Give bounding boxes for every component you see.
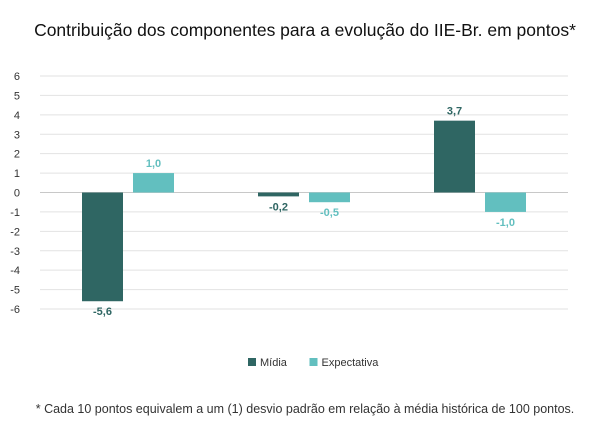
y-tick-label: 4 bbox=[14, 110, 20, 122]
y-tick-label: 0 bbox=[14, 188, 20, 200]
bar-mídia bbox=[434, 120, 475, 193]
gridlines bbox=[40, 75, 568, 310]
legend: Mídia Expectativa bbox=[248, 357, 379, 369]
y-tick-label: 1 bbox=[14, 168, 20, 180]
y-tick-label: -3 bbox=[10, 246, 20, 258]
y-tick-label: -1 bbox=[10, 207, 20, 219]
legend-label: Mídia bbox=[260, 357, 288, 369]
bar-expectativa bbox=[133, 173, 174, 193]
data-label: -5,6 bbox=[93, 306, 112, 318]
y-axis: 6 5 4 3 2 1 0 -1 -2 -3 -4 -5 -6 bbox=[10, 71, 20, 316]
bar-expectativa bbox=[485, 192, 526, 212]
bar-expectativa bbox=[309, 192, 350, 203]
legend-swatch bbox=[309, 358, 318, 366]
y-tick-label: -6 bbox=[10, 304, 20, 316]
data-label: -0,5 bbox=[320, 207, 339, 219]
data-labels: -5,6 -0,2 3,7 1,0 -0,5 -1,0 bbox=[93, 106, 515, 319]
bars bbox=[82, 120, 526, 302]
y-tick-label: -5 bbox=[10, 285, 20, 297]
bar-mídia bbox=[82, 192, 123, 302]
y-tick-label: 2 bbox=[14, 149, 20, 161]
y-tick-label: -4 bbox=[10, 265, 20, 277]
y-tick-label: 5 bbox=[14, 90, 20, 102]
bar-mídia bbox=[258, 192, 299, 197]
data-label: 3,7 bbox=[447, 106, 462, 118]
data-label: 1,0 bbox=[146, 158, 161, 170]
data-label: -0,2 bbox=[269, 201, 288, 213]
legend-swatch bbox=[248, 358, 256, 366]
data-label: -1,0 bbox=[496, 217, 515, 229]
y-tick-label: 6 bbox=[14, 71, 20, 83]
legend-label: Expectativa bbox=[322, 357, 380, 369]
y-tick-label: 3 bbox=[14, 129, 20, 141]
chart-title: Contribuição dos componentes para a evol… bbox=[34, 20, 576, 40]
footnote: * Cada 10 pontos equivalem a um (1) desv… bbox=[35, 402, 575, 416]
y-tick-label: -2 bbox=[10, 226, 20, 238]
